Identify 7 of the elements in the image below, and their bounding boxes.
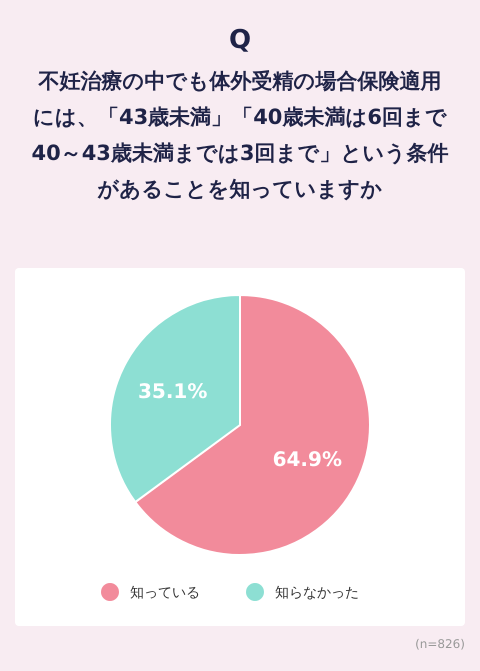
- text: (n=826): [415, 637, 465, 651]
- legend-label: 知っている: [130, 585, 200, 601]
- data-label: 64.9%: [272, 447, 342, 472]
- legend-label: 知らなかった: [275, 585, 359, 601]
- data-label: 35.1%: [138, 378, 208, 403]
- chart-subtitle: 不妊治療の中でも体外受精の場合保険適用には、「43歳未満」「40歳未満は6回まで40～43歳未満までは3回まで」という条件があることを知っていますか: [31, 69, 449, 201]
- chart-title: Q: [228, 25, 252, 55]
